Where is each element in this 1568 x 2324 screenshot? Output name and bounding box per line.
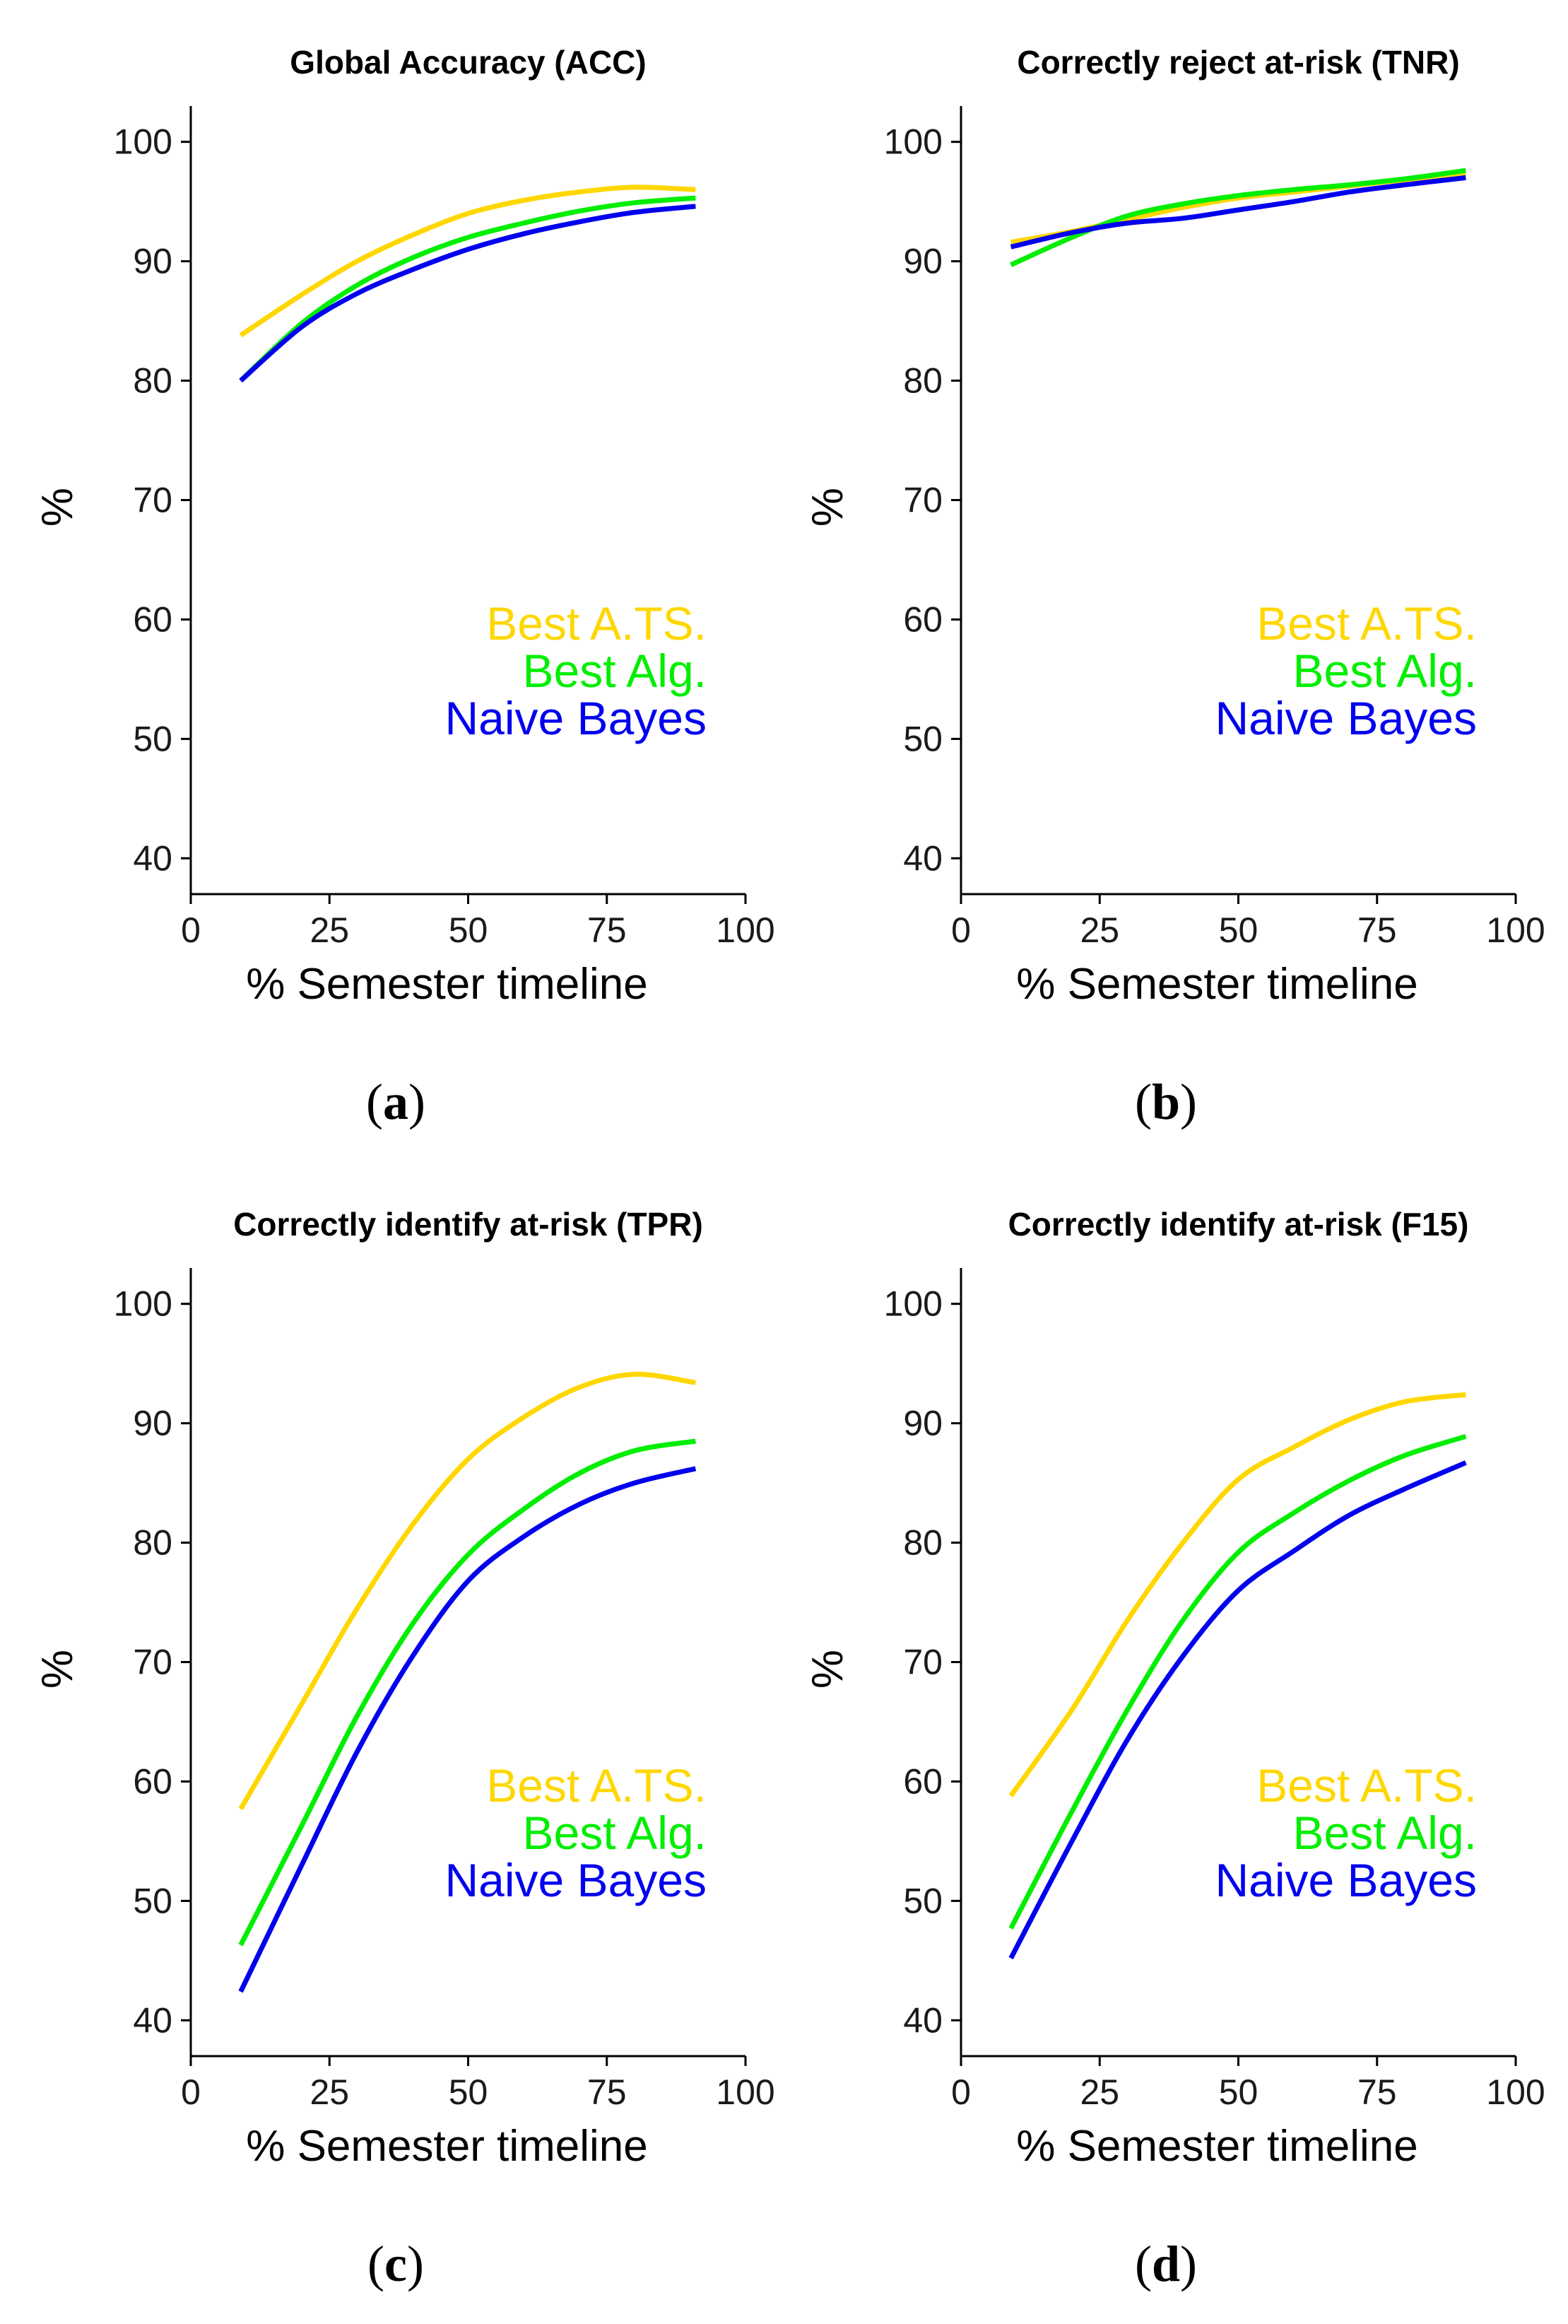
chart-svg-c: Correctly identify at-risk (TPR) 40 50 60 70… <box>33 1206 775 2292</box>
y-axis-label: % <box>33 488 82 527</box>
y-tick-label: 50 <box>133 1881 172 1920</box>
y-tick-label: 80 <box>133 1523 172 1563</box>
y-tick-label: 40 <box>133 838 172 878</box>
x-tick-label: 25 <box>1080 910 1119 950</box>
x-axis-label: % Semester timeline <box>1016 2122 1418 2171</box>
y-tick-label: 90 <box>133 242 172 281</box>
legend-entry: Best A.TS. <box>1256 597 1477 650</box>
y-tick-label: 80 <box>903 361 943 401</box>
y-tick-label: 70 <box>133 1643 172 1682</box>
y-tick-label: 80 <box>903 1523 943 1563</box>
legend-entry: Best A.TS. <box>486 597 707 650</box>
x-tick-label: 0 <box>181 910 201 950</box>
panel-label: (c) <box>367 2236 424 2292</box>
y-tick-label: 70 <box>903 481 943 520</box>
x-axis-label: % Semester timeline <box>1016 960 1418 1009</box>
y-tick-label: 80 <box>133 361 172 401</box>
legend-entry: Best Alg. <box>523 645 707 697</box>
legend-entry: Best A.TS. <box>1256 1759 1477 1812</box>
legend-entry: Naive Bayes <box>444 692 707 744</box>
legend-entry: Naive Bayes <box>1215 1854 1477 1906</box>
chart-title: Global Accuracy (ACC) <box>290 44 646 81</box>
y-tick-label: 60 <box>903 1761 943 1801</box>
chart-panel-a: Global Accuracy (ACC) 40 50 60 70 80 90 100 0 25 5… <box>0 0 784 1162</box>
x-tick-label: 50 <box>1219 910 1258 950</box>
chart-svg-d: Correctly identify at-risk (F15) 40 50 60 70… <box>803 1206 1545 2292</box>
x-tick-label: 100 <box>716 2072 774 2112</box>
y-tick-label: 40 <box>133 2000 172 2040</box>
y-tick-label: 90 <box>903 1404 943 1443</box>
chart-title: Correctly identify at-risk (TPR) <box>233 1206 703 1243</box>
y-tick-label: 40 <box>903 838 943 878</box>
series-line-best-ats <box>238 1371 696 1811</box>
series-line-best-ats <box>1008 1392 1466 1797</box>
x-tick-label: 0 <box>181 2072 201 2112</box>
series-line-naive-bayes <box>238 1466 697 1993</box>
x-tick-label: 25 <box>310 910 349 950</box>
y-tick-label: 60 <box>903 599 943 639</box>
chart-title: Correctly reject at-risk (TNR) <box>1017 44 1459 81</box>
y-tick-label: 70 <box>133 481 172 520</box>
legend-entry: Best Alg. <box>1293 645 1478 697</box>
panel-label: (d) <box>1135 2236 1197 2292</box>
x-tick-label: 25 <box>310 2072 349 2112</box>
y-axis-label: % <box>803 488 852 527</box>
chart-svg-b: Correctly reject at-risk (TNR) 40 50 60 70 80… <box>803 44 1545 1130</box>
series-line-best-alg <box>238 1438 696 1947</box>
y-tick-label: 100 <box>114 122 172 162</box>
x-axis-label: % Semester timeline <box>246 960 648 1009</box>
chart-panel-d: Correctly identify at-risk (F15) 40 50 60 70… <box>770 1162 1555 2324</box>
x-tick-label: 75 <box>587 2072 627 2112</box>
y-tick-label: 90 <box>903 242 943 281</box>
chart-title: Correctly identify at-risk (F15) <box>1008 1206 1469 1243</box>
panel-label: (b) <box>1135 1074 1197 1130</box>
y-tick-label: 100 <box>884 122 943 162</box>
series-line-naive-bayes <box>1010 175 1466 250</box>
x-tick-label: 50 <box>1219 2072 1258 2112</box>
x-tick-label: 75 <box>587 910 627 950</box>
y-axis-label: % <box>33 1650 82 1689</box>
y-tick-label: 90 <box>133 1404 172 1443</box>
x-axis-label: % Semester timeline <box>246 2122 648 2171</box>
y-tick-label: 50 <box>903 719 943 758</box>
x-tick-label: 100 <box>1486 910 1545 950</box>
x-tick-label: 0 <box>951 910 971 950</box>
series-line-naive-bayes <box>239 204 696 383</box>
legend-entry: Best Alg. <box>1293 1807 1478 1859</box>
y-axis-label: % <box>803 1650 852 1689</box>
legend-entry: Best A.TS. <box>486 1759 707 1812</box>
y-tick-label: 100 <box>114 1284 172 1324</box>
series-line-best-ats <box>239 184 696 338</box>
y-tick-label: 40 <box>903 2000 943 2040</box>
y-tick-label: 60 <box>133 599 172 639</box>
panel-label: (a) <box>366 1074 425 1130</box>
x-tick-label: 0 <box>951 2072 971 2112</box>
x-tick-label: 100 <box>716 910 774 950</box>
series-line-best-alg <box>1008 1433 1467 1930</box>
chart-panel-c: Correctly identify at-risk (TPR) 40 50 60 70… <box>0 1162 784 2324</box>
y-tick-label: 100 <box>884 1284 943 1324</box>
chart-svg-a: Global Accuracy (ACC) 40 50 60 70 80 90 100 0 25 5… <box>33 44 775 1130</box>
x-tick-label: 100 <box>1486 2072 1545 2112</box>
legend-entry: Naive Bayes <box>1215 692 1477 744</box>
x-tick-label: 50 <box>449 910 488 950</box>
series-line-best-alg <box>239 195 696 383</box>
y-tick-label: 50 <box>133 719 172 758</box>
y-tick-label: 50 <box>903 1881 943 1920</box>
x-tick-label: 25 <box>1080 2072 1119 2112</box>
x-tick-label: 75 <box>1357 910 1397 950</box>
legend-entry: Naive Bayes <box>444 1854 707 1906</box>
legend-entry: Best Alg. <box>523 1807 707 1859</box>
series-line-naive-bayes <box>1008 1460 1467 1960</box>
x-tick-label: 75 <box>1357 2072 1397 2112</box>
chart-panel-b: Correctly reject at-risk (TNR) 40 50 60 70 80… <box>770 0 1555 1162</box>
x-tick-label: 50 <box>449 2072 488 2112</box>
y-tick-label: 70 <box>903 1643 943 1682</box>
y-tick-label: 60 <box>133 1761 172 1801</box>
